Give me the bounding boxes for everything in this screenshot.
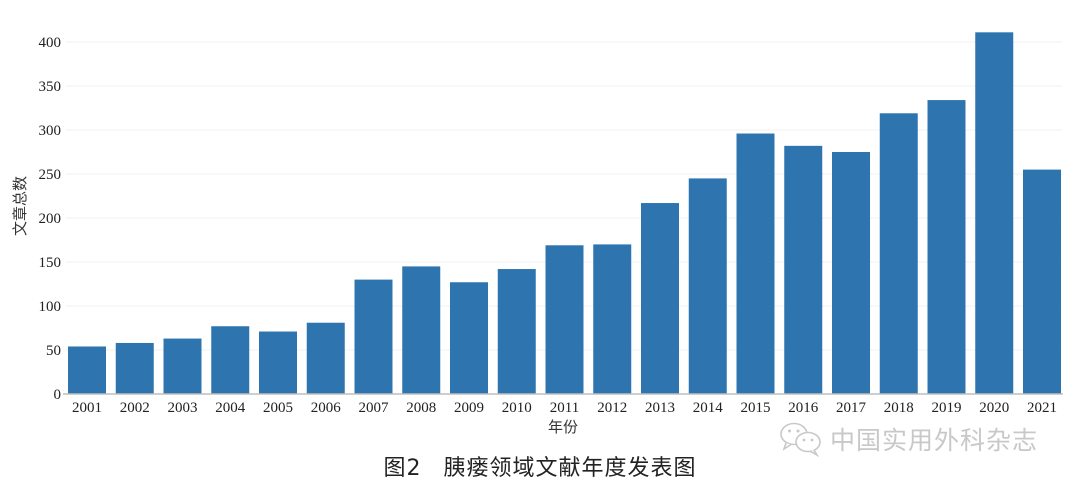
y-axis-title: 文章总数: [11, 176, 29, 236]
x-tick-label: 2005: [263, 400, 293, 416]
x-tick-label: 2002: [120, 400, 150, 416]
figure-caption: 图2 胰瘘领域文献年度发表图: [0, 450, 1080, 482]
bar-2007: [354, 279, 393, 394]
bar-2018: [879, 113, 918, 394]
x-tick-label: 2015: [741, 400, 771, 416]
y-tick-label: 50: [46, 343, 61, 359]
x-tick-label: 2009: [454, 400, 484, 416]
bar-2005: [259, 331, 297, 394]
y-tick-label: 100: [39, 299, 62, 315]
bar-2001: [68, 346, 106, 394]
y-tick-label: 300: [39, 123, 62, 139]
x-tick-label: 2012: [597, 400, 627, 416]
x-tick-label: 2006: [311, 400, 342, 416]
bar-2003: [163, 338, 202, 394]
x-tick-label: 2003: [168, 400, 198, 416]
bar-2014: [688, 178, 727, 394]
figure-number: 图2: [383, 456, 422, 481]
x-tick-label: 2021: [1027, 400, 1057, 416]
x-axis-title: 年份: [548, 418, 578, 436]
x-tick-label: 2001: [72, 400, 102, 416]
x-tick-label: 2010: [502, 400, 532, 416]
bars: [68, 32, 1061, 394]
watermark: 中国实用外科杂志: [778, 421, 1038, 457]
x-tick-label: 2016: [788, 400, 819, 416]
wechat-icon: [780, 422, 821, 457]
x-tick-label: 2017: [836, 400, 867, 416]
bar-2009: [450, 282, 488, 394]
x-tick-label: 2011: [550, 400, 579, 416]
x-tick-label: 2014: [693, 400, 724, 416]
bar-2021: [1023, 169, 1061, 394]
y-axis-ticks: 0 50 100 150 200 250 300 350 400: [39, 35, 62, 403]
bar-2012: [593, 244, 632, 394]
bar-2006: [306, 322, 345, 394]
bar-2008: [402, 266, 441, 394]
x-tick-label: 2008: [406, 400, 436, 416]
y-tick-label: 0: [54, 387, 62, 403]
bar-2013: [641, 203, 679, 394]
bar-2016: [784, 145, 823, 394]
y-tick-label: 350: [39, 79, 62, 95]
bar-2020: [975, 32, 1014, 394]
x-tick-label: 2019: [932, 400, 962, 416]
bar-2015: [736, 133, 775, 394]
watermark-text: 中国实用外科杂志: [830, 426, 1039, 455]
bar-2017: [832, 152, 870, 394]
x-tick-label: 2013: [645, 400, 675, 416]
bar-2019: [927, 100, 966, 394]
bar-2010: [497, 269, 536, 394]
figure-title: 胰瘘领域文献年度发表图: [443, 456, 697, 481]
y-tick-label: 200: [39, 211, 62, 227]
x-tick-label: 2020: [979, 400, 1009, 416]
y-tick-label: 250: [39, 167, 62, 183]
y-tick-label: 150: [39, 255, 62, 271]
x-tick-label: 2007: [359, 400, 390, 416]
y-tick-label: 400: [39, 35, 62, 51]
bar-2011: [545, 245, 584, 394]
x-tick-label: 2018: [884, 400, 914, 416]
x-axis-ticks: 2001 2002 2003 2004 2005 2006 2007 2008 2009 2010…: [72, 400, 1057, 416]
bar-2002: [115, 342, 154, 394]
x-tick-label: 2004: [215, 400, 246, 416]
bar-2004: [211, 326, 250, 394]
